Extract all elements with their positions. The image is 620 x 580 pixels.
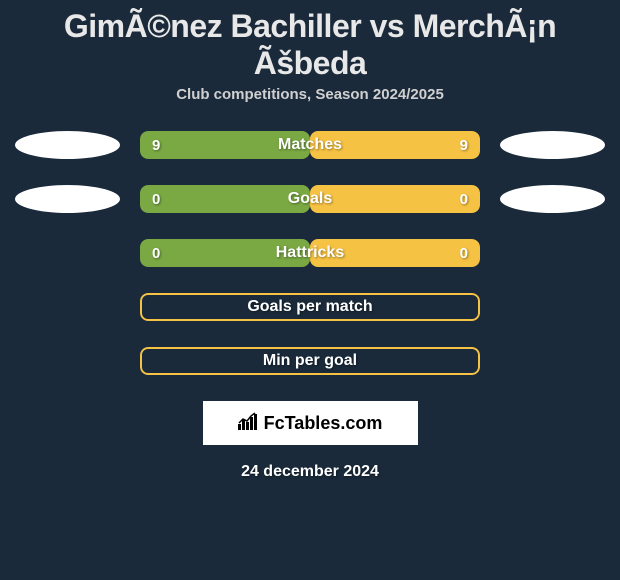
badge-placeholder [500,293,605,321]
stat-bar: 0 0 Goals [140,185,480,213]
stat-bar: 9 9 Matches [140,131,480,159]
stat-bar: Goals per match [140,293,480,321]
stat-label: Min per goal [263,352,357,370]
badge-placeholder [500,347,605,375]
stat-label: Goals per match [247,298,372,316]
stat-label: Hattricks [276,244,344,262]
stat-bar: 0 0 Hattricks [140,239,480,267]
player-badge-right [500,185,605,213]
badge-placeholder [15,347,120,375]
player-badge-right [500,131,605,159]
stat-bar: Min per goal [140,347,480,375]
stat-label: Goals [288,190,332,208]
chart-icon [238,412,260,435]
logo-text: FcTables.com [264,413,383,434]
stat-value-left: 0 [152,191,160,208]
stat-label: Matches [278,136,342,154]
page-title: GimÃ©nez Bachiller vs MerchÃ¡n Ãšbeda [10,0,610,86]
stat-value-left: 9 [152,137,160,154]
date-text: 24 december 2024 [10,463,610,481]
stat-row: Goals per match [14,293,606,321]
stat-row: 0 0 Hattricks [14,239,606,267]
bar-fill-left [140,185,310,213]
player-badge-left [15,185,120,213]
player-badge-left [15,131,120,159]
stats-area: 9 9 Matches 0 0 Goals 0 0 Hattricks Goals per mat… [10,131,610,375]
stat-value-left: 0 [152,245,160,262]
stat-value-right: 9 [460,137,468,154]
stat-row: 9 9 Matches [14,131,606,159]
stat-value-right: 0 [460,245,468,262]
site-logo: FcTables.com [203,401,418,445]
stat-row: Min per goal [14,347,606,375]
stat-value-right: 0 [460,191,468,208]
badge-placeholder [15,239,120,267]
bar-fill-right [310,185,480,213]
stat-row: 0 0 Goals [14,185,606,213]
page-subtitle: Club competitions, Season 2024/2025 [10,86,610,103]
badge-placeholder [15,293,120,321]
badge-placeholder [500,239,605,267]
